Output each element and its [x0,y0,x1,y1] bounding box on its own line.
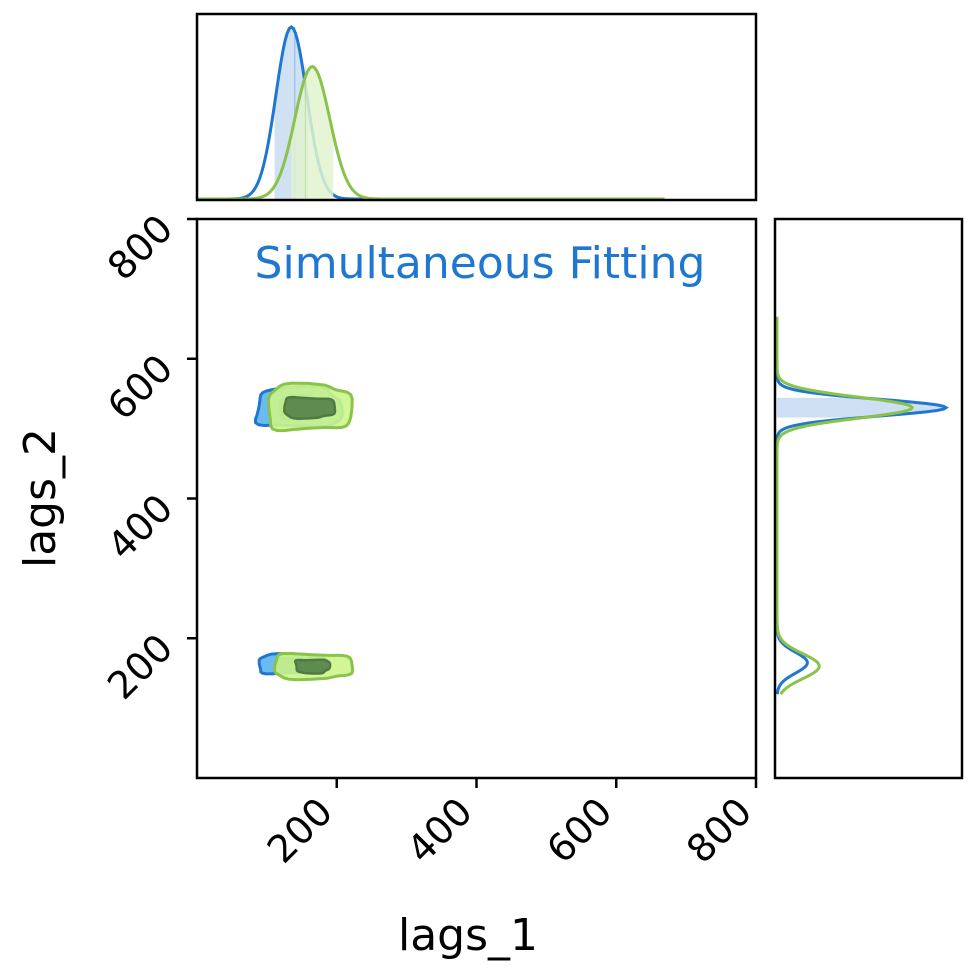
lags-1-interval-2 [291,66,334,199]
joint-contour-inner-2-2 [293,658,332,675]
y-tick-label-400: 400 [99,486,181,568]
x-tick-label-200: 200 [259,789,341,871]
joint-distribution-panel [253,381,355,682]
x-tick-label-400: 400 [398,789,480,871]
annotation-text: Simultaneous Fitting [255,238,706,289]
lags-2-density-2 [775,316,915,696]
right-panel-frame [773,217,964,780]
lags-2-interval-1 [777,397,946,418]
lags-2-marginal-panel [775,316,949,696]
main-panel-frame [195,217,758,780]
y-tick-label-200: 200 [99,626,181,708]
top-panel-frame [195,12,758,202]
y-axis-label: lags_2 [15,428,66,568]
lags-2-density-1 [775,316,949,695]
x-tick-label-600: 600 [538,789,620,871]
lags-1-density-1 [197,25,665,201]
joint-contour-inner-2-1 [283,395,337,420]
lags-1-density-2 [197,64,665,201]
y-tick-label-800: 800 [99,206,181,288]
x-tick-label-800: 800 [678,789,760,871]
lags-1-marginal-panel [197,25,665,201]
x-axis-label: lags_1 [398,910,538,961]
y-tick-label-600: 600 [99,346,181,428]
